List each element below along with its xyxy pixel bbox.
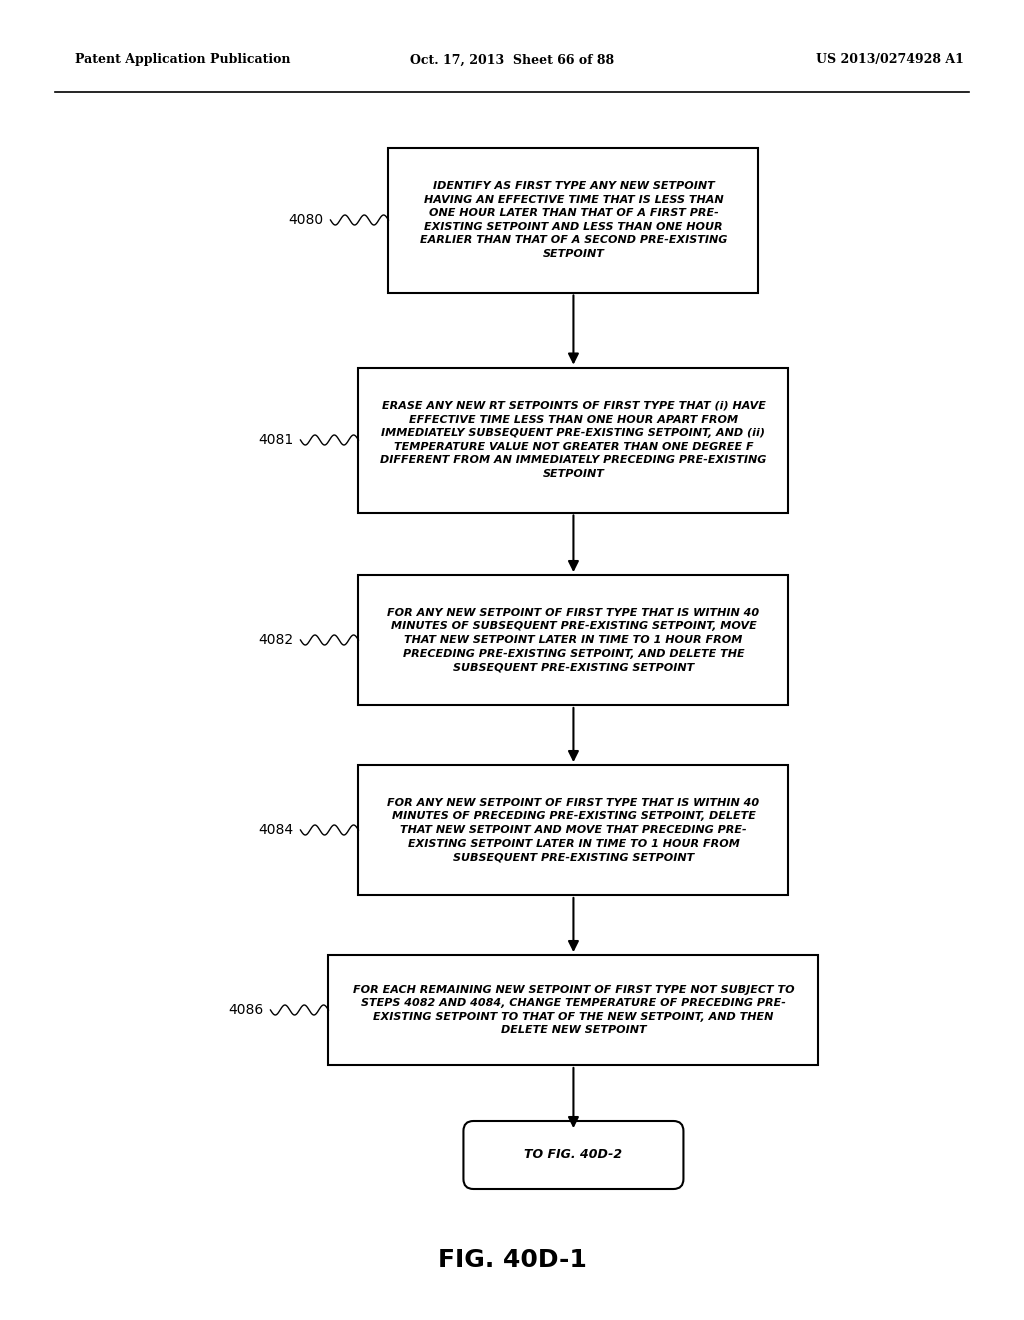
Text: Patent Application Publication: Patent Application Publication — [75, 54, 291, 66]
Text: IDENTIFY AS FIRST TYPE ANY NEW SETPOINT
HAVING AN EFFECTIVE TIME THAT IS LESS TH: IDENTIFY AS FIRST TYPE ANY NEW SETPOINT … — [420, 181, 727, 259]
Text: 4086: 4086 — [228, 1003, 263, 1016]
Text: US 2013/0274928 A1: US 2013/0274928 A1 — [816, 54, 964, 66]
Text: 4081: 4081 — [258, 433, 294, 447]
Text: 4082: 4082 — [258, 634, 294, 647]
FancyBboxPatch shape — [464, 1121, 683, 1189]
Text: ERASE ANY NEW RT SETPOINTS OF FIRST TYPE THAT (i) HAVE
EFFECTIVE TIME LESS THAN : ERASE ANY NEW RT SETPOINTS OF FIRST TYPE… — [380, 401, 767, 479]
Text: 4080: 4080 — [289, 213, 324, 227]
FancyBboxPatch shape — [358, 766, 788, 895]
FancyBboxPatch shape — [358, 367, 788, 512]
Text: FIG. 40D-1: FIG. 40D-1 — [437, 1247, 587, 1272]
Text: FOR EACH REMAINING NEW SETPOINT OF FIRST TYPE NOT SUBJECT TO
STEPS 4082 AND 4084: FOR EACH REMAINING NEW SETPOINT OF FIRST… — [352, 985, 795, 1035]
Text: Oct. 17, 2013  Sheet 66 of 88: Oct. 17, 2013 Sheet 66 of 88 — [410, 54, 614, 66]
FancyBboxPatch shape — [329, 954, 818, 1065]
FancyBboxPatch shape — [358, 576, 788, 705]
Text: 4084: 4084 — [258, 822, 294, 837]
Text: FOR ANY NEW SETPOINT OF FIRST TYPE THAT IS WITHIN 40
MINUTES OF PRECEDING PRE-EX: FOR ANY NEW SETPOINT OF FIRST TYPE THAT … — [387, 797, 760, 862]
Text: TO FIG. 40D-2: TO FIG. 40D-2 — [524, 1148, 623, 1162]
Text: FOR ANY NEW SETPOINT OF FIRST TYPE THAT IS WITHIN 40
MINUTES OF SUBSEQUENT PRE-E: FOR ANY NEW SETPOINT OF FIRST TYPE THAT … — [387, 607, 760, 672]
FancyBboxPatch shape — [388, 148, 759, 293]
